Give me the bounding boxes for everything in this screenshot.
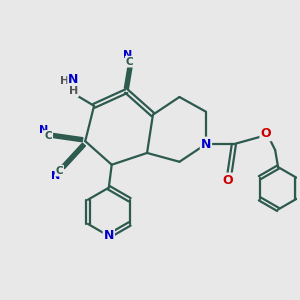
Text: C: C [45, 131, 52, 141]
Text: O: O [260, 127, 271, 140]
Text: N: N [103, 230, 114, 242]
Text: H: H [69, 86, 78, 96]
Text: C: C [126, 57, 133, 67]
Text: N: N [68, 73, 79, 86]
Text: N: N [201, 138, 211, 151]
Text: N: N [39, 125, 48, 135]
Text: N: N [123, 50, 132, 60]
Text: H: H [60, 76, 69, 86]
Text: O: O [223, 173, 233, 187]
Text: N: N [51, 171, 60, 181]
Text: C: C [56, 166, 63, 176]
